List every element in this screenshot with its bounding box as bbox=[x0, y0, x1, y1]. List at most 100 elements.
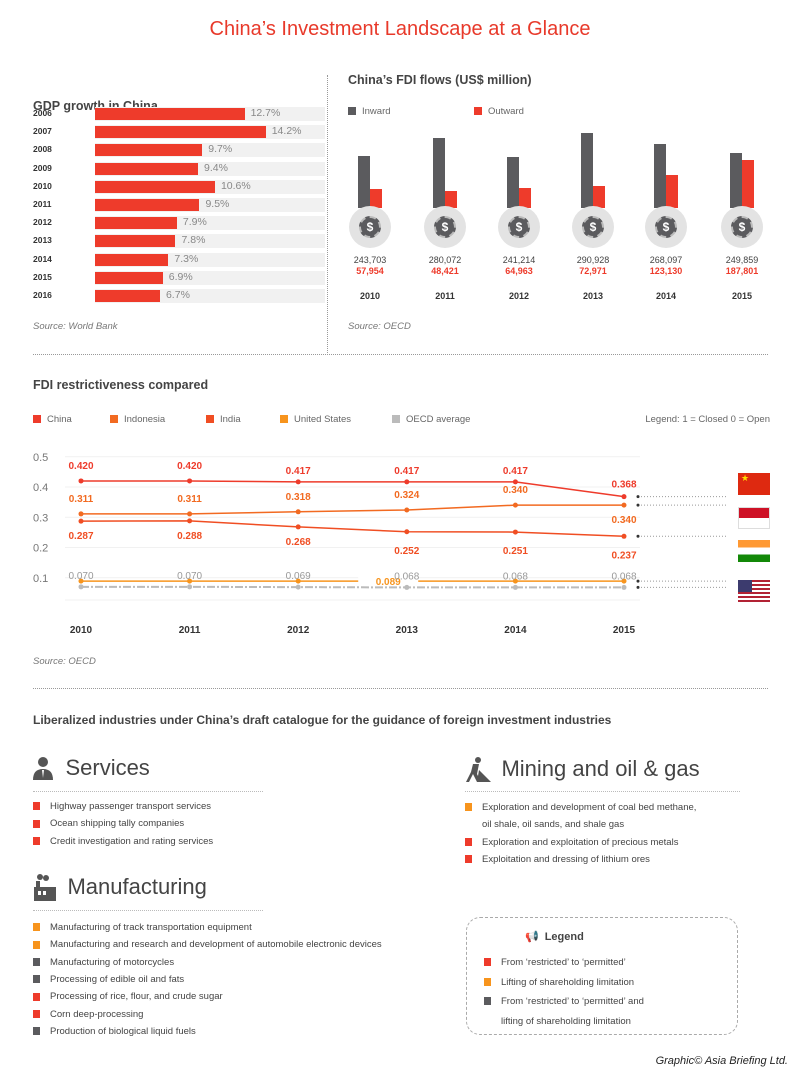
data-point bbox=[512, 578, 518, 584]
item-text: Ocean shipping tally companies bbox=[50, 818, 185, 830]
data-point bbox=[512, 529, 518, 535]
dollar-coin-icon: $ bbox=[434, 216, 456, 238]
bullet-dark bbox=[33, 958, 40, 967]
bullet-red bbox=[33, 837, 40, 846]
data-label: 0.318 bbox=[286, 492, 311, 503]
outward-value: 64,963 bbox=[505, 266, 533, 276]
person-icon bbox=[33, 757, 53, 780]
list-item: Manufacturing and research and developme… bbox=[33, 939, 382, 950]
list-item: Ocean shipping tally companies bbox=[33, 818, 184, 829]
item-text: From ‘restricted’ to ‘permitted’ bbox=[501, 957, 626, 968]
catalogue-heading: Liberalized industries under China’s dra… bbox=[33, 713, 612, 727]
outward-value: 48,421 bbox=[431, 266, 459, 276]
outward-value: 187,801 bbox=[725, 266, 759, 276]
legend-label: Indonesia bbox=[124, 414, 166, 425]
series-line-india bbox=[80, 520, 625, 538]
data-point bbox=[621, 578, 627, 584]
legend-oecd-average: OECD average bbox=[392, 414, 470, 425]
bullet-red bbox=[33, 819, 40, 828]
inward-swatch bbox=[348, 107, 356, 116]
legend-label: China bbox=[47, 414, 72, 425]
data-point bbox=[295, 584, 301, 590]
gdp-value-label: 9.7% bbox=[208, 143, 233, 156]
footer-credit: Graphic© Asia Briefing Ltd. bbox=[655, 1055, 788, 1067]
year-label: 2015 bbox=[731, 291, 753, 301]
catalogue-legend-box bbox=[466, 917, 738, 1035]
data-point bbox=[78, 578, 84, 584]
bullet-orange bbox=[33, 923, 40, 932]
legend-label: India bbox=[220, 414, 241, 425]
services-header: Services bbox=[33, 755, 150, 781]
legend-inward: Inward bbox=[348, 106, 391, 117]
data-point bbox=[78, 518, 84, 524]
year-label: 2014 bbox=[655, 291, 677, 301]
gdp-bar bbox=[95, 180, 215, 193]
outward-bar bbox=[742, 160, 754, 208]
x-tick-label: 2014 bbox=[504, 625, 527, 636]
dollar-coin-icon: $ bbox=[359, 216, 381, 238]
fdi-flows-heading: China’s FDI flows (US$ million) bbox=[348, 73, 532, 87]
data-label: 0.417 bbox=[394, 466, 419, 477]
divider bbox=[465, 791, 740, 792]
gdp-row: 2010 10.6% bbox=[33, 179, 325, 194]
legend-label: Inward bbox=[362, 106, 391, 117]
bullet-red bbox=[465, 838, 472, 847]
gdp-row: 2012 7.9% bbox=[33, 216, 325, 231]
manufacturing-title: Manufacturing bbox=[67, 874, 207, 899]
list-item: Exploration and development of coal bed … bbox=[465, 802, 696, 813]
gdp-year-label: 2007 bbox=[33, 126, 52, 137]
bullet-red bbox=[33, 802, 40, 811]
year-label: 2013 bbox=[582, 291, 604, 301]
data-point bbox=[512, 502, 518, 508]
legend-swatch bbox=[33, 415, 41, 424]
dollar-coin: $ bbox=[424, 206, 466, 248]
gdp-row: 2006 12.7% bbox=[33, 107, 325, 121]
gdp-year-label: 2013 bbox=[33, 235, 52, 246]
dollar-coin-icon: $ bbox=[582, 216, 604, 238]
inward-bar bbox=[507, 157, 519, 208]
mining-header: Mining and oil & gas bbox=[465, 756, 700, 782]
dollar-coin-icon: $ bbox=[508, 216, 530, 238]
data-label: 0.070 bbox=[68, 571, 93, 582]
services-title: Services bbox=[65, 755, 150, 780]
inward-value: 290,928 bbox=[576, 255, 610, 265]
gdp-year-label: 2016 bbox=[33, 290, 52, 300]
x-tick-label: 2010 bbox=[70, 625, 93, 636]
gdp-year-label: 2010 bbox=[33, 180, 52, 191]
year-label: 2012 bbox=[508, 291, 530, 301]
gdp-row: 2014 7.3% bbox=[33, 252, 325, 267]
miner-icon bbox=[466, 757, 491, 782]
item-text: Exploration and development of coal bed … bbox=[482, 802, 697, 813]
data-point bbox=[404, 507, 410, 513]
section-divider bbox=[33, 354, 768, 355]
item-text: Credit investigation and rating services bbox=[50, 835, 214, 847]
indonesia-flag bbox=[738, 507, 770, 529]
list-item: Lifting of shareholding limitation bbox=[484, 977, 634, 988]
gdp-year-label: 2008 bbox=[33, 144, 52, 155]
data-label: 0.340 bbox=[503, 485, 528, 496]
dollar-coin: $ bbox=[498, 206, 540, 248]
gdp-year-label: 2006 bbox=[33, 108, 52, 118]
legend-indonesia: Indonesia bbox=[110, 414, 165, 425]
list-item: Manufacturing of track transportation eq… bbox=[33, 922, 252, 933]
item-text: Manufacturing of track transportation eq… bbox=[50, 922, 252, 933]
year-label: 2010 bbox=[359, 291, 381, 301]
list-item: Processing of rice, flour, and crude sug… bbox=[33, 991, 223, 1002]
india-flag bbox=[738, 540, 770, 562]
data-point bbox=[187, 478, 193, 484]
legend-header: 📢 Legend bbox=[525, 930, 584, 943]
restrictiveness-source: Source: OECD bbox=[33, 656, 96, 667]
dollar-coin-icon: $ bbox=[731, 216, 753, 238]
outward-swatch bbox=[474, 107, 482, 116]
inward-value: 243,703 bbox=[353, 255, 387, 265]
x-tick-label: 2011 bbox=[179, 625, 201, 636]
restrictiveness-heading: FDI restrictiveness compared bbox=[33, 378, 209, 392]
gdp-year-label: 2015 bbox=[33, 271, 52, 282]
legend-title: Legend bbox=[544, 931, 584, 943]
gdp-row: 2009 9.4% bbox=[33, 161, 325, 176]
data-label: 0.311 bbox=[69, 494, 94, 505]
gdp-value-label: 10.6% bbox=[220, 179, 251, 192]
restrictiveness-line-chart: 0.5 0.4 0.3 0.2 0.1 2010 2011 2012 2013 2014 2015 0… bbox=[33, 452, 727, 636]
series-line-oecd-average bbox=[81, 585, 624, 589]
data-label: 0.420 bbox=[177, 461, 202, 472]
